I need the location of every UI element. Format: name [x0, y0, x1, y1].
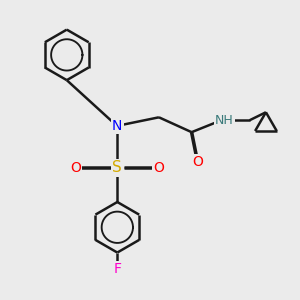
Text: O: O — [192, 155, 203, 169]
Text: F: F — [113, 262, 121, 276]
Text: NH: NH — [215, 114, 234, 127]
Text: O: O — [70, 161, 81, 175]
Text: N: N — [112, 119, 122, 133]
Text: O: O — [154, 161, 164, 175]
Text: S: S — [112, 160, 122, 175]
